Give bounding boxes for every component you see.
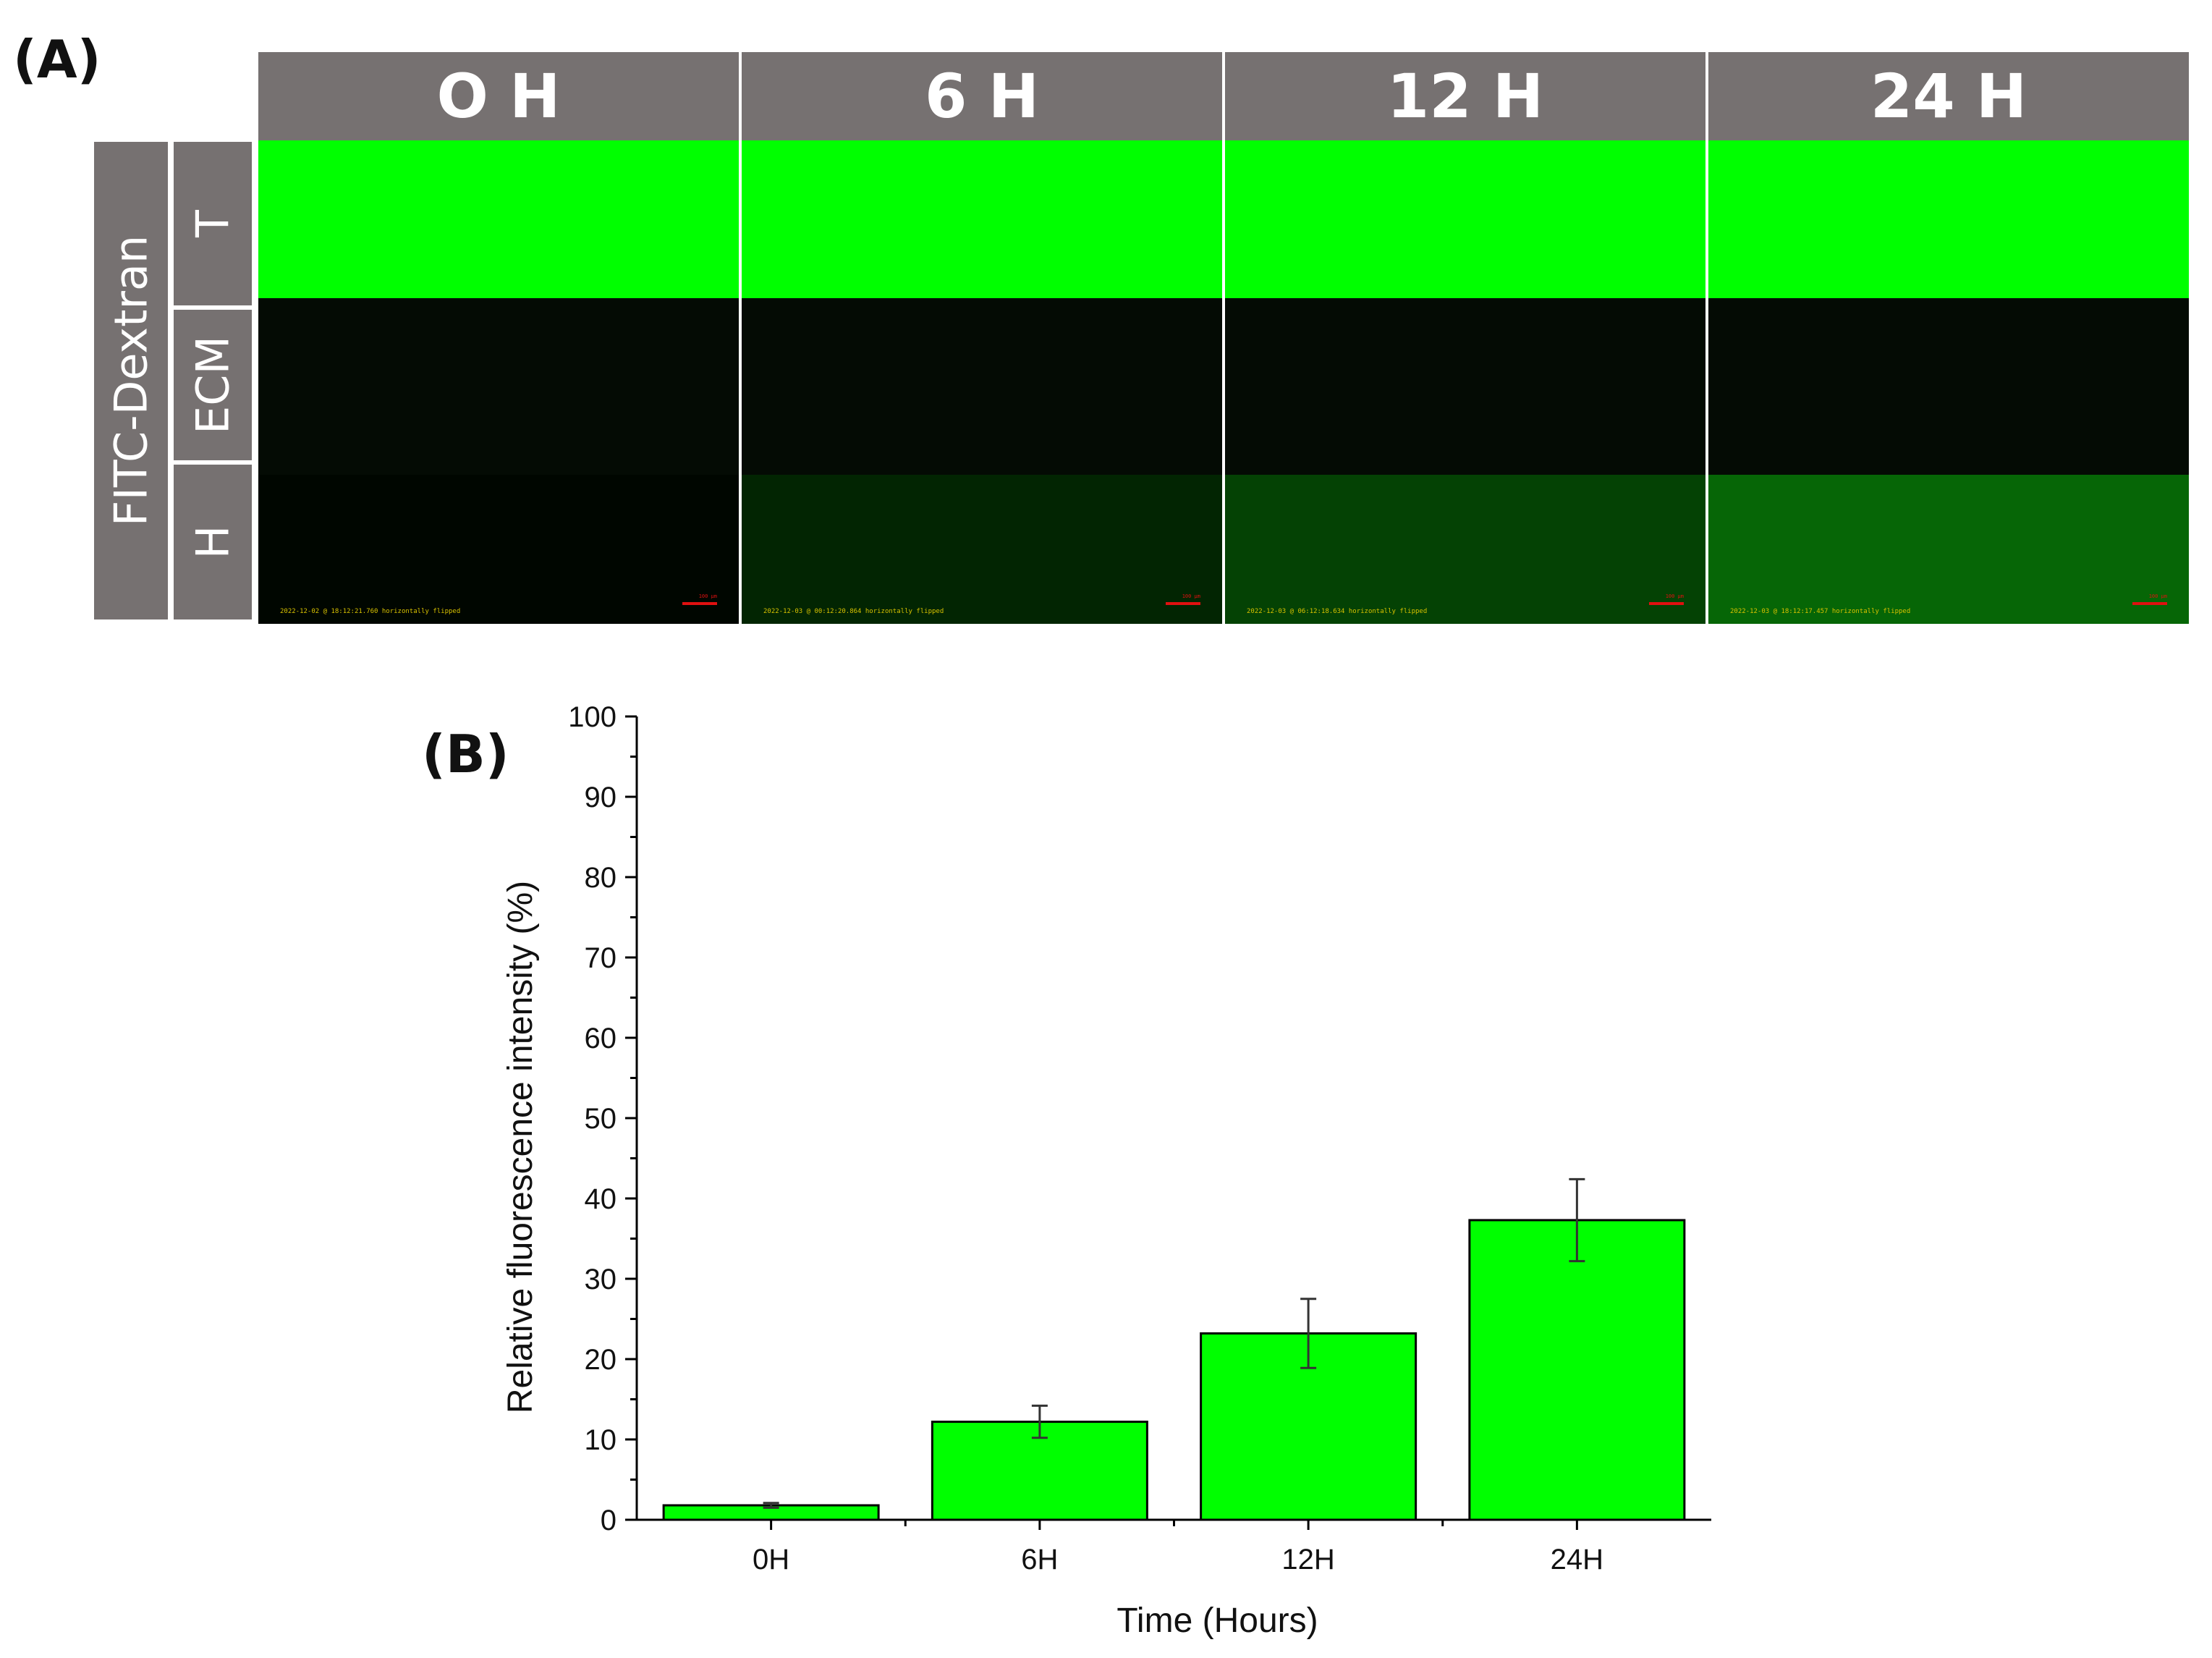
h-channel-band bbox=[258, 475, 739, 624]
h-channel-band bbox=[1708, 475, 2189, 624]
scale-bar bbox=[1649, 602, 1684, 605]
row-label-h: H bbox=[174, 465, 252, 619]
y-tick-label: 50 bbox=[585, 1103, 617, 1135]
scale-bar-label: 100 µm bbox=[1182, 593, 1200, 599]
ecm-channel-band bbox=[1708, 298, 2189, 475]
ecm-channel-band bbox=[258, 298, 739, 475]
scale-bar-label: 100 µm bbox=[698, 593, 717, 599]
fitc-dextran-label: FITC-Dextran bbox=[94, 142, 168, 619]
micrograph-24h: 2022-12-03 @ 18:12:17.457 horizontally f… bbox=[1708, 140, 2189, 624]
row-label-ecm: ECM bbox=[174, 310, 252, 460]
tumor-channel-band bbox=[1708, 140, 2189, 298]
micrograph-0h: 2022-12-02 @ 18:12:21.760 horizontally f… bbox=[258, 140, 739, 624]
x-tick-label-6H: 6H bbox=[1021, 1544, 1058, 1575]
row-label-t: T bbox=[174, 142, 252, 305]
column-header-0h: O H bbox=[258, 52, 739, 140]
tumor-channel-band bbox=[1225, 140, 1705, 298]
scale-bar bbox=[682, 602, 717, 605]
y-tick-label: 90 bbox=[585, 782, 617, 813]
x-tick-label-24H: 24H bbox=[1551, 1544, 1603, 1575]
image-timestamp: 2022-12-03 @ 00:12:20.864 horizontally f… bbox=[763, 608, 944, 615]
y-tick-label: 80 bbox=[585, 862, 617, 894]
ecm-channel-band bbox=[742, 298, 1222, 475]
image-timestamp: 2022-12-03 @ 06:12:18.634 horizontally f… bbox=[1247, 608, 1428, 615]
y-tick-label: 0 bbox=[601, 1505, 616, 1536]
column-header-24h: 24 H bbox=[1708, 52, 2189, 140]
y-tick-label: 40 bbox=[585, 1183, 617, 1215]
x-tick-label-12H: 12H bbox=[1281, 1544, 1334, 1575]
column-header-6h: 6 H bbox=[742, 52, 1222, 140]
image-timestamp: 2022-12-02 @ 18:12:21.760 horizontally f… bbox=[280, 608, 461, 615]
tumor-channel-band bbox=[258, 140, 739, 298]
scale-bar-label: 100 µm bbox=[2148, 593, 2167, 599]
y-tick-label: 100 bbox=[568, 701, 616, 733]
bar-24H bbox=[1468, 1219, 1686, 1521]
h-channel-band bbox=[1225, 475, 1705, 624]
y-tick-label: 30 bbox=[585, 1264, 617, 1295]
scale-bar-label: 100 µm bbox=[1665, 593, 1684, 599]
h-channel-band bbox=[742, 475, 1222, 624]
y-axis-title: Relative fluorescence intensity (%) bbox=[501, 881, 540, 1413]
ecm-channel-band bbox=[1225, 298, 1705, 475]
tumor-channel-band bbox=[742, 140, 1222, 298]
panel-b-label: (B) bbox=[422, 724, 509, 784]
column-header-12h: 12 H bbox=[1225, 52, 1705, 140]
micrograph-12h: 2022-12-03 @ 06:12:18.634 horizontally f… bbox=[1225, 140, 1705, 624]
y-tick-label: 60 bbox=[585, 1023, 617, 1054]
y-tick-label: 70 bbox=[585, 942, 617, 974]
image-timestamp: 2022-12-03 @ 18:12:17.457 horizontally f… bbox=[1730, 608, 1911, 615]
x-tick-label-0H: 0H bbox=[753, 1544, 789, 1575]
micrograph-6h: 2022-12-03 @ 00:12:20.864 horizontally f… bbox=[742, 140, 1222, 624]
x-axis-title: Time (Hours) bbox=[1116, 1602, 1318, 1640]
scale-bar bbox=[1166, 602, 1200, 605]
scale-bar bbox=[2132, 602, 2167, 605]
y-tick-label: 10 bbox=[585, 1424, 617, 1456]
panel-a-label: (A) bbox=[13, 29, 101, 90]
y-tick-label: 20 bbox=[585, 1344, 617, 1376]
